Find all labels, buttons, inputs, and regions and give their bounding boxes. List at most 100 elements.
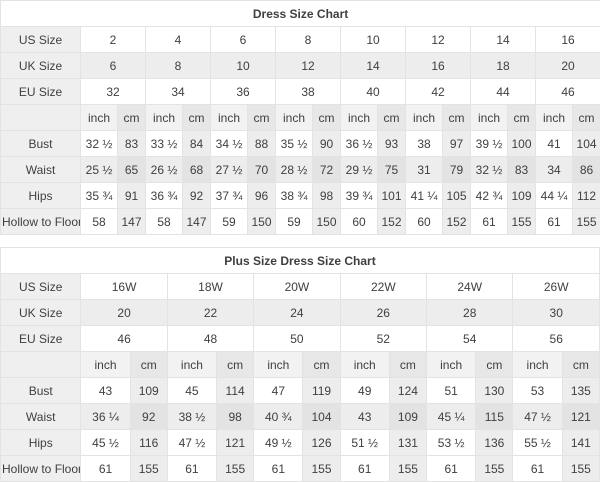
row-label: Hollow to Floor: [1, 209, 81, 235]
measure-value-cm: 155: [562, 456, 599, 482]
unit-label-inch: inch: [471, 105, 508, 131]
measure-value-cm: 72: [313, 157, 341, 183]
measure-value-cm: 112: [573, 183, 600, 209]
measure-value-cm: 119: [303, 378, 340, 404]
measure-value-inch: 49: [340, 378, 389, 404]
measure-value-cm: 101: [378, 183, 406, 209]
row-label: Waist: [1, 404, 81, 430]
title-row: Dress Size Chart: [1, 1, 600, 27]
size-value: 48: [167, 326, 253, 352]
measure-value-inch: 61: [167, 456, 216, 482]
measure-value-cm: 114: [217, 378, 254, 404]
unit-label-cm: cm: [562, 352, 599, 378]
unit-label-cm: cm: [508, 105, 536, 131]
measure-value-inch: 51 ½: [340, 430, 389, 456]
row-label: Waist: [1, 157, 81, 183]
measure-value-inch: 36 ¼: [81, 404, 130, 430]
size-value: 14: [341, 53, 406, 79]
measure-value-cm: 124: [389, 378, 426, 404]
size-value: 40: [341, 79, 406, 105]
size-value: 38: [276, 79, 341, 105]
measure-value-inch: 42 ¾: [471, 183, 508, 209]
measure-value-inch: 58: [146, 209, 183, 235]
measure-value-inch: 47 ½: [513, 404, 562, 430]
unit-label-inch: inch: [146, 105, 183, 131]
measure-value-cm: 105: [443, 183, 471, 209]
measure-value-cm: 147: [183, 209, 211, 235]
size-value: 2: [81, 27, 146, 53]
measure-value-cm: 147: [118, 209, 146, 235]
size-value: 6: [81, 53, 146, 79]
size-value: 14: [471, 27, 536, 53]
measure-value-inch: 34: [536, 157, 573, 183]
size-value: 50: [254, 326, 340, 352]
measure-value-cm: 131: [389, 430, 426, 456]
measure-value-cm: 83: [118, 131, 146, 157]
measure-value-cm: 121: [562, 404, 599, 430]
size-value: 24W: [427, 274, 513, 300]
size-value: 36: [211, 79, 276, 105]
row-label: Bust: [1, 131, 81, 157]
measure-value-cm: 84: [183, 131, 211, 157]
measure-value-cm: 152: [378, 209, 406, 235]
row-label-empty: [1, 105, 81, 131]
measure-value-inch: 38 ¾: [276, 183, 313, 209]
measure-value-inch: 31: [406, 157, 443, 183]
measure-value-inch: 43: [340, 404, 389, 430]
measure-value-cm: 155: [476, 456, 513, 482]
table-title: Plus Size Dress Size Chart: [1, 248, 600, 274]
measure-value-cm: 65: [118, 157, 146, 183]
size-value: 12: [406, 27, 471, 53]
unit-label-cm: cm: [248, 105, 276, 131]
measure-value-inch: 27 ½: [211, 157, 248, 183]
unit-label-cm: cm: [389, 352, 426, 378]
size-value: 46: [81, 326, 167, 352]
measure-value-cm: 109: [389, 404, 426, 430]
measure-value-cm: 70: [248, 157, 276, 183]
measure-value-inch: 36 ¾: [146, 183, 183, 209]
measure-value-inch: 41: [536, 131, 573, 157]
measure-value-inch: 53 ½: [427, 430, 476, 456]
unit-label-inch: inch: [211, 105, 248, 131]
row-label: Hips: [1, 430, 81, 456]
row-label: Hollow to Floor: [1, 456, 81, 482]
row-label: EU Size: [1, 79, 81, 105]
unit-label-cm: cm: [476, 352, 513, 378]
measure-value-cm: 98: [313, 183, 341, 209]
table-gap: [0, 235, 600, 247]
measure-value-cm: 97: [443, 131, 471, 157]
size-value: 20: [81, 300, 167, 326]
unit-label-cm: cm: [378, 105, 406, 131]
measure-value-inch: 47 ½: [167, 430, 216, 456]
measure-value-cm: 116: [130, 430, 167, 456]
unit-label-cm: cm: [573, 105, 600, 131]
measure-value-inch: 38 ½: [167, 404, 216, 430]
measure-value-cm: 79: [443, 157, 471, 183]
unit-label-inch: inch: [513, 352, 562, 378]
size-value: 30: [513, 300, 600, 326]
size-value: 20W: [254, 274, 340, 300]
size-value: 46: [536, 79, 600, 105]
measure-value-inch: 43: [81, 378, 130, 404]
measure-value-inch: 61: [81, 456, 130, 482]
measure-value-inch: 61: [340, 456, 389, 482]
size-value: 4: [146, 27, 211, 53]
measure-value-inch: 36 ½: [341, 131, 378, 157]
size-value: 22: [167, 300, 253, 326]
size-value: 6: [211, 27, 276, 53]
measure-value-cm: 109: [130, 378, 167, 404]
unit-label-inch: inch: [536, 105, 573, 131]
size-value: 8: [276, 27, 341, 53]
measure-value-cm: 83: [508, 157, 536, 183]
measure-value-cm: 130: [476, 378, 513, 404]
unit-label-cm: cm: [313, 105, 341, 131]
measure-value-cm: 135: [562, 378, 599, 404]
unit-label-inch: inch: [341, 105, 378, 131]
